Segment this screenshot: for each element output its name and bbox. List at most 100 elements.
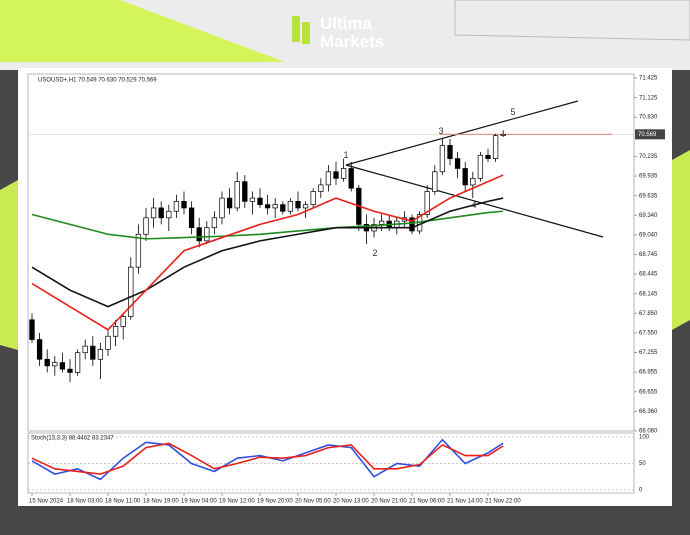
y-tick-label: 68.445	[639, 272, 658, 278]
candle-body	[477, 154, 484, 179]
y-tick-label: 67.850	[639, 311, 658, 317]
candle-body	[44, 358, 50, 367]
candle-body	[333, 171, 339, 179]
candle-body	[67, 368, 73, 373]
y-tick-label: 66.360	[639, 409, 658, 415]
stoch-title: Stoch(13,3,3) 88.4462 83.2347	[31, 436, 114, 442]
y-tick-label: 71.425	[639, 76, 658, 82]
lime-band	[672, 150, 690, 330]
y-tick-label: 71.125	[639, 95, 658, 101]
logo-icon	[292, 16, 300, 42]
candle-body	[120, 316, 126, 327]
x-tick-label: 21 Nov 22:00	[485, 499, 521, 505]
y-tick-label: 70.235	[639, 154, 658, 160]
candle-body	[492, 135, 499, 159]
lime-band	[0, 180, 18, 350]
candle-body	[90, 345, 96, 360]
x-tick-label: 19 Nov 20:00	[257, 499, 293, 505]
candle-body	[280, 204, 286, 212]
candle-body	[52, 362, 58, 367]
candle-body	[325, 171, 332, 186]
candle-body	[340, 168, 347, 179]
x-tick-label: 20 Nov 13:00	[333, 499, 369, 505]
y-tick-label: 66.655	[639, 389, 658, 395]
candle-body	[29, 319, 35, 340]
candle-body	[310, 191, 316, 206]
x-tick-label: 15 Nov 2024	[29, 499, 64, 505]
x-tick-label: 18 Nov 03:00	[67, 499, 103, 505]
candle-body	[36, 339, 43, 360]
indicator-line	[31, 210, 504, 240]
chart-panel	[18, 68, 672, 506]
candle-body	[432, 171, 438, 192]
candle-body	[97, 349, 104, 360]
candle-body	[424, 191, 430, 215]
y-tick-label: 69.040	[639, 233, 658, 239]
candle-body	[462, 168, 468, 186]
candle-body	[128, 266, 134, 317]
logo-icon	[302, 22, 310, 44]
y-tick-label: 68.745	[639, 252, 658, 258]
candle-body	[196, 227, 202, 242]
y-tick-label: 69.340	[639, 213, 658, 219]
candle-body	[264, 204, 271, 209]
candle-body	[242, 181, 248, 202]
candle-body	[500, 133, 506, 136]
current-price-label: 70.569	[638, 132, 657, 138]
candle-body	[219, 197, 225, 219]
candle-body	[447, 145, 453, 159]
wave-label: 2	[372, 248, 377, 258]
x-tick-label: 19 Nov 12:00	[219, 499, 255, 505]
x-tick-label: 20 Nov 21:00	[371, 499, 407, 505]
candle-body	[470, 177, 476, 186]
candle-body	[439, 145, 446, 173]
candle-body	[105, 335, 111, 350]
indicator-line	[31, 197, 504, 308]
lime-shape	[0, 0, 285, 62]
wave-label: 1	[343, 150, 348, 160]
stoch-tick-label: 50	[639, 461, 646, 467]
wave-label: 5	[510, 107, 515, 117]
logo-text: Ultima	[320, 14, 373, 33]
y-tick-label: 67.550	[639, 331, 658, 337]
candle-body	[257, 197, 263, 206]
y-tick-label: 66.060	[639, 429, 658, 435]
candle-body	[74, 352, 81, 373]
candle-body	[59, 362, 66, 370]
candle-body	[272, 204, 278, 209]
candle-body	[204, 227, 210, 242]
chart-title: USOUSD+,H1 70.549 70.630 70.529 70.569	[38, 78, 157, 84]
x-tick-label: 20 Nov 05:00	[295, 499, 331, 505]
candle-body	[378, 220, 385, 225]
candle-body	[485, 154, 491, 159]
x-tick-label: 21 Nov 14:00	[447, 499, 483, 505]
candle-body	[166, 210, 172, 219]
candle-body	[158, 207, 164, 219]
candle-body	[150, 207, 157, 219]
x-tick-label: 19 Nov 04:00	[181, 499, 217, 505]
logo-text: Markets	[320, 32, 384, 51]
outline-shape	[454, 0, 690, 41]
candle-body	[173, 201, 180, 212]
candle-body	[226, 197, 233, 209]
x-tick-label: 18 Nov 11:00	[105, 499, 141, 505]
trend-line	[345, 164, 604, 238]
current-price-box	[635, 129, 665, 140]
candle-body	[302, 204, 309, 209]
x-tick-label: 21 Nov 06:00	[409, 499, 445, 505]
candle-body	[287, 201, 294, 212]
candle-body	[348, 168, 354, 189]
y-tick-label: 67.255	[639, 350, 658, 356]
indicator-line	[31, 174, 504, 331]
candle-body	[295, 201, 301, 209]
y-tick-label: 70.830	[639, 115, 658, 121]
stoch-frame	[27, 432, 635, 494]
candle-body	[454, 158, 461, 169]
y-tick-label: 66.955	[639, 370, 658, 376]
candle-body	[234, 181, 240, 209]
candle-body	[112, 326, 119, 337]
stoch-tick-label: 0	[639, 488, 643, 494]
candle-body	[249, 197, 256, 202]
candle-body	[409, 217, 415, 232]
